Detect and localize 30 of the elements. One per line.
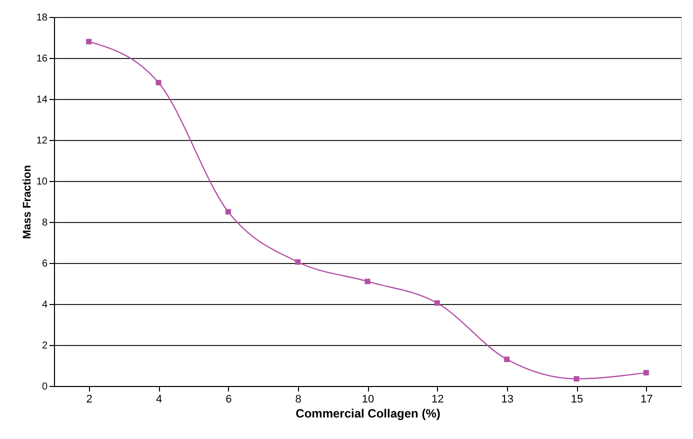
x-tick-label: 10: [362, 394, 374, 406]
y-tick-label: 18: [36, 12, 48, 24]
point: [574, 376, 580, 382]
point: [295, 259, 301, 265]
y-tick-label: 12: [36, 136, 48, 146]
point: [643, 370, 649, 376]
x-tick-label: 12: [432, 394, 444, 406]
y-tick-label: 16: [36, 54, 48, 64]
point: [364, 278, 370, 284]
y-tick-label: 14: [36, 94, 48, 106]
x-tick-label: 8: [295, 394, 302, 406]
x-tick-label: 6: [226, 394, 232, 406]
point: [86, 38, 92, 44]
y-tick-label: 10: [36, 176, 48, 188]
point: [156, 80, 162, 86]
y-tick-label: 2: [42, 340, 48, 352]
x-axis-title: Commercial Collagen (%): [296, 406, 440, 420]
x-tick-label: 17: [640, 394, 653, 406]
x-tick-label: 4: [156, 394, 162, 406]
x-tick-label: 15: [570, 394, 584, 406]
x-tick-label: 13: [501, 394, 514, 406]
point: [225, 209, 231, 214]
y-tick-label: 0: [42, 382, 48, 392]
y-tick-label: 6: [42, 258, 48, 270]
y-tick-label: 8: [42, 218, 48, 228]
x-tick-label: 2: [86, 394, 92, 406]
point: [504, 356, 510, 362]
y-tick-label: 4: [42, 300, 48, 310]
y-axis-title: Mass Fraction: [21, 164, 34, 239]
point: [434, 300, 440, 306]
